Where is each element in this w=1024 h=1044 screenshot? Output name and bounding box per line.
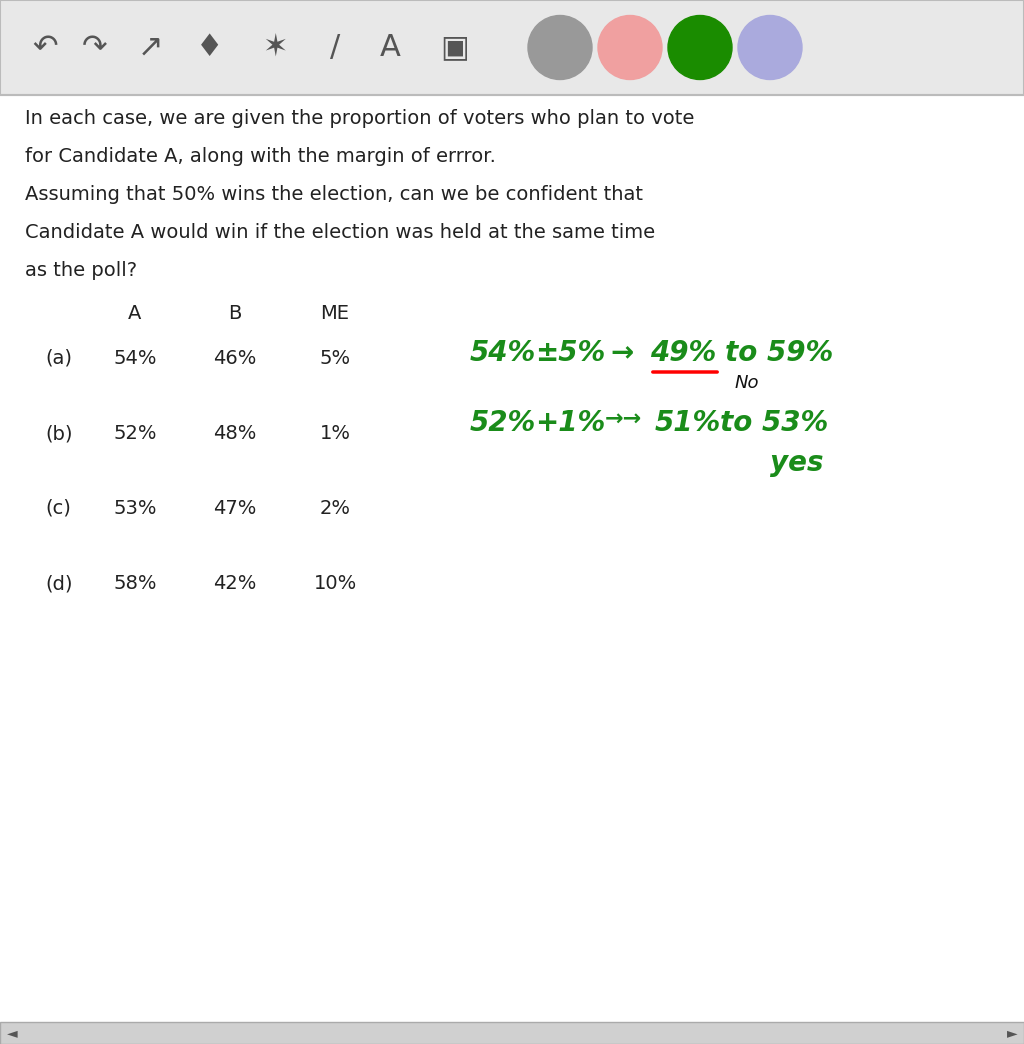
Text: →: → — [610, 339, 633, 367]
Text: ↷: ↷ — [82, 33, 108, 62]
Text: ↶: ↶ — [32, 33, 57, 62]
Text: as the poll?: as the poll? — [25, 261, 137, 280]
Text: B: B — [228, 304, 242, 323]
Text: ME: ME — [321, 304, 349, 323]
Text: A: A — [128, 304, 141, 323]
FancyBboxPatch shape — [0, 1022, 1024, 1044]
Circle shape — [528, 16, 592, 79]
Text: ▣: ▣ — [440, 33, 469, 62]
Text: 46%: 46% — [213, 349, 257, 367]
Text: (c): (c) — [45, 499, 71, 518]
Circle shape — [598, 16, 662, 79]
Text: /: / — [330, 33, 340, 62]
Text: +1%: +1% — [535, 409, 605, 437]
Text: 52%: 52% — [114, 424, 157, 443]
Text: →→: →→ — [605, 409, 642, 429]
Text: A: A — [380, 33, 400, 62]
FancyBboxPatch shape — [0, 0, 1024, 95]
Text: 49%: 49% — [650, 339, 716, 367]
Text: ↗: ↗ — [137, 33, 163, 62]
Text: 2%: 2% — [319, 499, 350, 518]
Text: ±5%: ±5% — [535, 339, 605, 367]
Text: 10%: 10% — [313, 574, 356, 593]
Text: (d): (d) — [45, 574, 73, 593]
Text: 52%: 52% — [470, 409, 537, 437]
Text: 48%: 48% — [213, 424, 257, 443]
Circle shape — [668, 16, 732, 79]
Text: 51%: 51% — [655, 409, 721, 437]
Text: to 53%: to 53% — [720, 409, 828, 437]
Text: ◄: ◄ — [7, 1026, 17, 1040]
Text: 58%: 58% — [114, 574, 157, 593]
Text: (a): (a) — [45, 349, 72, 367]
Text: yes: yes — [770, 449, 823, 477]
Text: ♦: ♦ — [197, 33, 223, 62]
Text: 53%: 53% — [114, 499, 157, 518]
Text: 47%: 47% — [213, 499, 257, 518]
Text: 54%: 54% — [114, 349, 157, 367]
Text: 1%: 1% — [319, 424, 350, 443]
Text: 5%: 5% — [319, 349, 350, 367]
Text: Assuming that 50% wins the election, can we be confident that: Assuming that 50% wins the election, can… — [25, 185, 643, 204]
Text: 54%: 54% — [470, 339, 537, 367]
Text: In each case, we are given the proportion of voters who plan to vote: In each case, we are given the proportio… — [25, 109, 694, 128]
Text: ✶: ✶ — [262, 33, 288, 62]
Text: 42%: 42% — [213, 574, 257, 593]
Text: (b): (b) — [45, 424, 73, 443]
Text: to 59%: to 59% — [725, 339, 834, 367]
Circle shape — [738, 16, 802, 79]
Text: No: No — [735, 374, 760, 392]
Text: for Candidate A, along with the margin of errror.: for Candidate A, along with the margin o… — [25, 147, 496, 166]
Text: ►: ► — [1007, 1026, 1017, 1040]
Text: Candidate A would win if the election was held at the same time: Candidate A would win if the election wa… — [25, 223, 655, 242]
